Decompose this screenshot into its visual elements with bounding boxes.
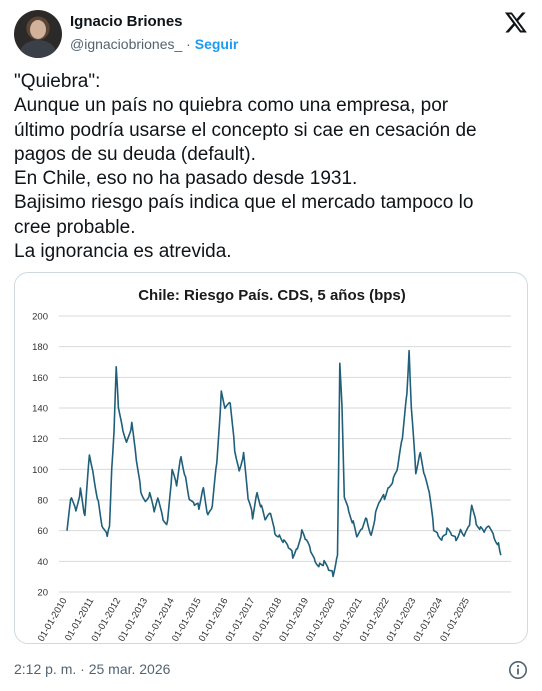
info-icon[interactable] [508,660,528,680]
y-tick-label: 20 [37,588,48,599]
y-tick-label: 160 [32,373,48,384]
author-handle-row: @ignaciobriones_ · Seguir [70,36,238,52]
tweet-line: Bajisimo riesgo país indica que el merca… [14,192,474,214]
y-tick-label: 40 [37,557,48,568]
tweet-footer: 2:12 p. m. · 25 mar. 2026 [14,660,528,680]
y-tick-label: 60 [37,526,48,537]
avatar-shoulders [20,40,56,58]
y-tick-label: 200 [32,312,48,323]
y-tick-label: 140 [32,404,48,415]
tweet-line: En Chile, eso no ha pasado desde 1931. [14,168,358,190]
cds-series-line [66,349,502,578]
author-name[interactable]: Ignacio Briones [70,13,183,30]
tweet-timestamp[interactable]: 2:12 p. m. · 25 mar. 2026 [14,661,171,677]
tweet-line: Aunque un país no quiebra como una empre… [14,95,449,117]
avatar-face [30,20,46,39]
author-handle[interactable]: @ignaciobriones_ [70,36,183,52]
tweet-line: La ignorancia es atrevida. [14,241,232,263]
x-logo-icon[interactable] [504,10,528,34]
chart-image[interactable]: Chile: Riesgo País. CDS, 5 años (bps) 20 4… [14,272,528,644]
tweet-header: Ignacio Briones @ignaciobriones_ · Segui… [14,10,528,60]
chart-title: Chile: Riesgo País. CDS, 5 años (bps) [138,287,406,304]
author-avatar[interactable] [14,10,62,58]
tweet-line: "Quiebra": [14,71,101,92]
tweet-line: cree probable. [14,216,136,238]
tweet-line: pagos de su deuda (default). [14,143,256,165]
y-tick-label: 180 [32,342,48,353]
y-tick-label: 120 [32,434,48,445]
handle-separator: · [182,36,195,52]
tweet-line: último podría usarse el concepto si cae … [14,119,477,141]
follow-button[interactable]: Seguir [194,36,239,52]
y-tick-label: 100 [32,465,48,476]
y-tick-label: 80 [37,496,48,507]
tweet-text: "Quiebra": Aunque un país no quiebra com… [14,70,528,264]
cds-chart: Chile: Riesgo País. CDS, 5 años (bps) 20 4… [32,287,511,643]
